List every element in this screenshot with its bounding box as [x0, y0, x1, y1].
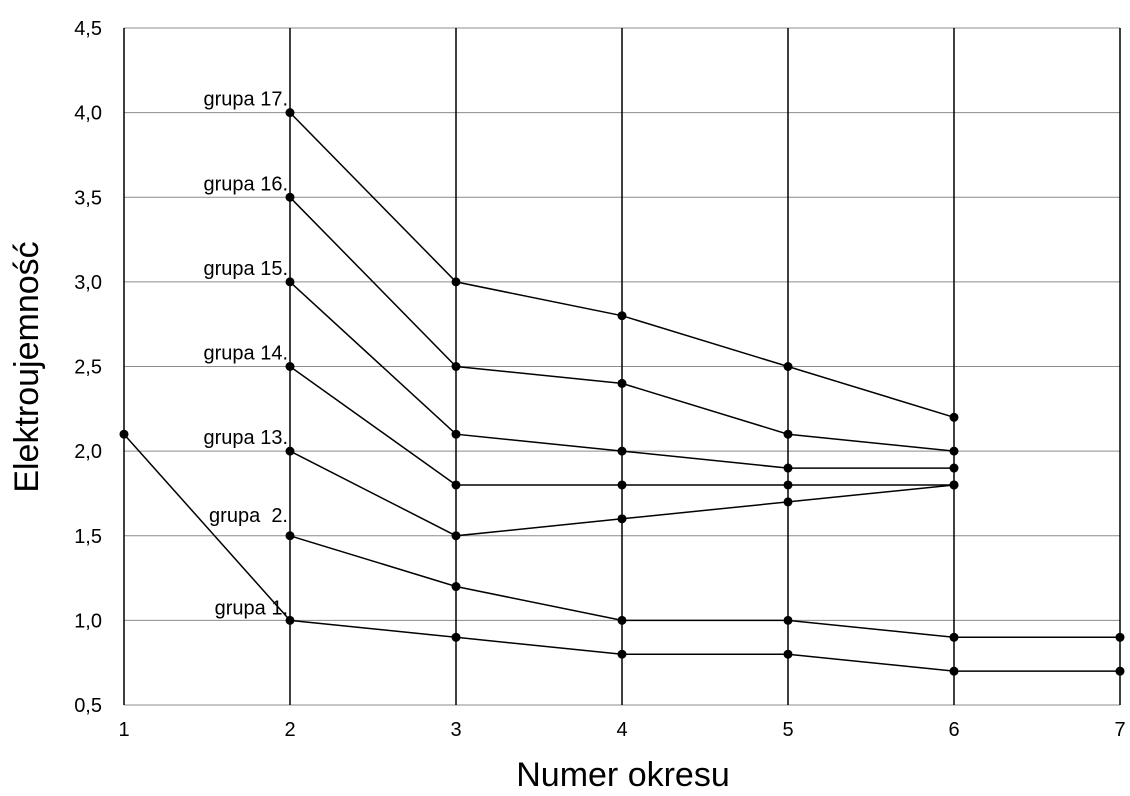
- data-point: [617, 480, 627, 490]
- data-point: [451, 429, 461, 439]
- data-point: [451, 480, 461, 490]
- x-tick-label: 5: [782, 719, 793, 741]
- data-point: [617, 311, 627, 321]
- data-point: [451, 277, 461, 287]
- data-point: [783, 497, 793, 507]
- series-label: grupa 17.: [203, 89, 288, 111]
- series-label: grupa 2.: [209, 505, 288, 527]
- data-point: [783, 429, 793, 439]
- data-point: [783, 649, 793, 659]
- x-tick-labels: 1 2 3 4 5 6 7: [118, 719, 1125, 741]
- y-axis-title: Elektroujemność: [8, 241, 46, 492]
- data-point: [949, 666, 959, 676]
- data-point: [1115, 632, 1125, 642]
- y-tick-label: 0,5: [74, 695, 102, 717]
- data-point: [451, 632, 461, 642]
- y-tick-label: 4,0: [74, 103, 102, 125]
- data-point: [783, 615, 793, 625]
- data-point: [617, 615, 627, 625]
- y-tick-label: 2,0: [74, 441, 102, 463]
- x-tick-label: 6: [948, 719, 959, 741]
- y-tick-label: 4,5: [74, 18, 102, 40]
- series-label: grupa 16.: [203, 173, 288, 195]
- data-point: [617, 446, 627, 456]
- y-tick-label: 1,5: [74, 526, 102, 548]
- series-labels: grupa 1. grupa 2. grupa 13. grupa 14. grupa …: [203, 89, 288, 620]
- y-tick-label: 1,0: [74, 610, 102, 632]
- x-tick-label: 1: [118, 719, 129, 741]
- data-point: [285, 277, 295, 287]
- series-line: [289, 535, 1120, 639]
- series-label: grupa 15.: [203, 258, 288, 280]
- series-label: grupa 13.: [203, 427, 288, 449]
- data-point: [783, 480, 793, 490]
- x-tick-label: 3: [450, 719, 461, 741]
- data-point: [285, 108, 295, 118]
- data-point: [949, 480, 959, 490]
- y-tick-label: 3,0: [74, 272, 102, 294]
- y-tick-label: 3,5: [74, 187, 102, 209]
- data-point: [783, 362, 793, 371]
- data-point: [949, 446, 959, 456]
- data-point: [451, 531, 461, 541]
- data-point: [617, 649, 627, 659]
- data-point: [285, 192, 295, 202]
- data-point: [285, 615, 295, 625]
- data-point: [949, 632, 959, 642]
- data-point: [617, 514, 627, 524]
- y-tick-labels: 0,5 1,0 1,5 2,0 2,5 3,0 3,5 4,0 4,5: [74, 18, 102, 717]
- data-point: [451, 582, 461, 592]
- series-label: grupa 14.: [203, 343, 288, 365]
- x-tick-label: 4: [616, 719, 627, 741]
- series-label: grupa 1.: [215, 597, 288, 619]
- data-point: [949, 463, 959, 473]
- data-point: [949, 412, 959, 422]
- data-point: [451, 362, 461, 371]
- data-point: [285, 531, 295, 541]
- x-axis-title: Numer okresu: [516, 756, 730, 794]
- data-point: [617, 378, 627, 388]
- x-tick-label: 7: [1114, 719, 1125, 741]
- data-point: [285, 446, 295, 456]
- data-point: [783, 463, 793, 473]
- x-tick-label: 2: [284, 719, 295, 741]
- data-markers: [119, 108, 1125, 676]
- data-point: [285, 362, 295, 371]
- y-tick-label: 2,5: [74, 357, 102, 379]
- data-point: [119, 429, 129, 439]
- data-point: [1115, 666, 1125, 676]
